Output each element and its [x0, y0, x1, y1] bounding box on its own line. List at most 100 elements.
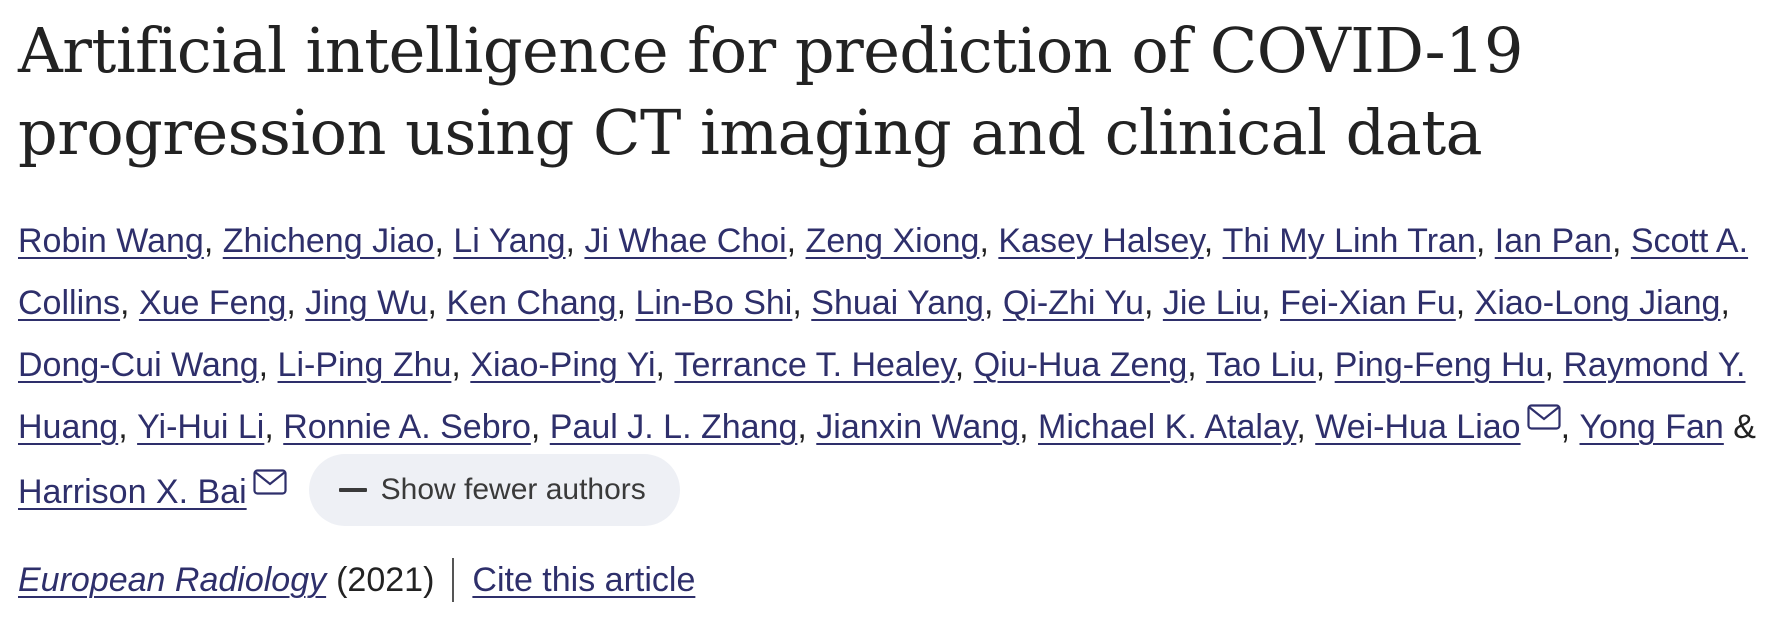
author-item: Thi My Linh Tran, — [1223, 222, 1495, 260]
author-link[interactable]: Qi-Zhi Yu — [1002, 284, 1144, 322]
author-link[interactable]: Qiu-Hua Zeng — [973, 346, 1188, 384]
author-separator: , — [451, 346, 471, 384]
author-item: Li Yang, — [453, 222, 584, 260]
author-separator: , — [1187, 346, 1207, 384]
author-link[interactable]: Ian Pan — [1494, 222, 1612, 260]
author-item: Qi-Zhi Yu, — [1003, 284, 1163, 322]
author-item: Dong-Cui Wang, — [18, 346, 278, 384]
author-link[interactable]: Harrison X. Bai — [18, 472, 247, 511]
author-link[interactable]: Terrance T. Healey — [674, 346, 955, 384]
author-item: Scott A. Collins, — [18, 222, 1748, 322]
show-fewer-label: Show fewer authors — [380, 473, 646, 506]
author-link[interactable]: Wei-Hua Liao — [1315, 408, 1521, 446]
citation-line: European Radiology (2021) Cite this arti… — [18, 554, 1758, 606]
author-separator: , — [258, 346, 278, 384]
author-link[interactable]: Ping-Feng Hu — [1334, 346, 1545, 384]
author-link[interactable]: Fei-Xian Fu — [1280, 284, 1456, 322]
author-item: Michael K. Atalay, — [1038, 408, 1315, 446]
journal-link[interactable]: European Radiology — [18, 561, 327, 599]
author-separator: , — [1261, 284, 1281, 322]
author-separator: , — [1475, 222, 1495, 260]
author-link[interactable]: Paul J. L. Zhang — [549, 408, 798, 446]
author-separator: , — [1203, 222, 1223, 260]
author-item: Zeng Xiong, — [806, 222, 999, 260]
author-separator: , — [655, 346, 675, 384]
author-item: Raymond Y. Huang, — [18, 346, 1745, 446]
author-separator: , — [286, 284, 306, 322]
show-fewer-authors-button[interactable]: Show fewer authors — [308, 454, 680, 526]
author-separator: , — [565, 222, 585, 260]
author-item: Kasey Halsey, — [998, 222, 1222, 260]
author-separator: , — [1720, 284, 1730, 322]
author-separator: , — [616, 284, 636, 322]
author-separator: , — [797, 408, 817, 446]
author-link[interactable]: Lin-Bo Shi — [635, 284, 793, 322]
author-link[interactable]: Xiao-Ping Yi — [470, 346, 656, 384]
author-link[interactable]: Jianxin Wang — [816, 408, 1020, 446]
author-item: Zhicheng Jiao, — [223, 222, 454, 260]
author-separator: , — [120, 284, 139, 322]
author-item: Fei-Xian Fu, — [1280, 284, 1475, 322]
mail-icon[interactable] — [253, 469, 287, 495]
minus-icon — [338, 488, 367, 492]
author-item: Xiao-Ping Yi, — [470, 346, 674, 384]
author-item: Xue Feng, — [139, 284, 305, 322]
publication-year: (2021) — [336, 561, 435, 599]
mail-icon[interactable] — [1526, 404, 1561, 430]
author-separator: , — [1019, 408, 1039, 446]
author-item: Jing Wu, — [305, 284, 446, 322]
author-separator: , — [1560, 408, 1580, 446]
cite-article-link[interactable]: Cite this article — [472, 561, 696, 599]
author-link[interactable]: Scott A. Collins — [18, 222, 1749, 322]
author-separator: , — [983, 284, 1003, 322]
author-list: Robin Wang, Zhicheng Jiao, Li Yang, Ji W… — [18, 210, 1758, 530]
author-link[interactable]: Jie Liu — [1162, 284, 1262, 322]
author-separator: , — [1315, 346, 1335, 384]
author-separator: , — [434, 222, 454, 260]
author-link[interactable]: Ken Chang — [446, 284, 617, 322]
author-link[interactable]: Zhicheng Jiao — [222, 222, 435, 260]
author-link[interactable]: Robin Wang — [18, 222, 204, 260]
author-item: Robin Wang, — [18, 222, 223, 260]
author-separator: , — [786, 222, 806, 260]
author-separator: , — [530, 408, 550, 446]
author-item: Xiao-Long Jiang, — [1475, 284, 1730, 322]
author-link[interactable]: Li-Ping Zhu — [277, 346, 452, 384]
article-header: Artificial intelligence for prediction o… — [18, 10, 1758, 606]
author-separator: , — [979, 222, 999, 260]
author-separator: , — [264, 408, 284, 446]
author-link[interactable]: Zeng Xiong — [805, 222, 980, 260]
author-link[interactable]: Thi My Linh Tran — [1222, 222, 1476, 260]
author-link[interactable]: Jing Wu — [305, 284, 428, 322]
author-link[interactable]: Dong-Cui Wang — [18, 346, 259, 384]
author-link[interactable]: Yi-Hui Li — [137, 408, 265, 446]
show-fewer-item: Show fewer authors — [287, 454, 680, 526]
author-separator: , — [1544, 346, 1564, 384]
author-link[interactable]: Tao Liu — [1206, 346, 1316, 384]
author-link[interactable]: Shuai Yang — [811, 284, 984, 322]
author-item: Ian Pan, — [1495, 222, 1631, 260]
author-item: Jie Liu, — [1163, 284, 1280, 322]
author-separator: , — [954, 346, 974, 384]
author-link[interactable]: Yong Fan — [1579, 408, 1724, 446]
author-separator: , — [1143, 284, 1163, 322]
author-item: Ping-Feng Hu, — [1335, 346, 1564, 384]
author-item: Ronnie A. Sebro, — [283, 408, 550, 446]
author-separator: , — [203, 222, 223, 260]
citation-divider — [452, 558, 455, 602]
author-link[interactable]: Kasey Halsey — [998, 222, 1204, 260]
author-separator: , — [1455, 284, 1475, 322]
author-link[interactable]: Michael K. Atalay — [1038, 408, 1297, 446]
author-item: Wei-Hua Liao, — [1315, 404, 1580, 446]
author-link[interactable]: Ronnie A. Sebro — [283, 408, 531, 446]
author-item: Tao Liu, — [1206, 346, 1335, 384]
author-link[interactable]: Raymond Y. Huang — [18, 346, 1746, 446]
author-link[interactable]: Ji Whae Choi — [584, 222, 787, 260]
author-separator: & — [1723, 408, 1756, 446]
author-item: Lin-Bo Shi, — [635, 284, 811, 322]
author-item: Qiu-Hua Zeng, — [974, 346, 1206, 384]
author-item: Shuai Yang, — [811, 284, 1003, 322]
author-link[interactable]: Li Yang — [453, 222, 566, 260]
author-link[interactable]: Xiao-Long Jiang — [1474, 284, 1721, 322]
author-link[interactable]: Xue Feng — [138, 284, 287, 322]
